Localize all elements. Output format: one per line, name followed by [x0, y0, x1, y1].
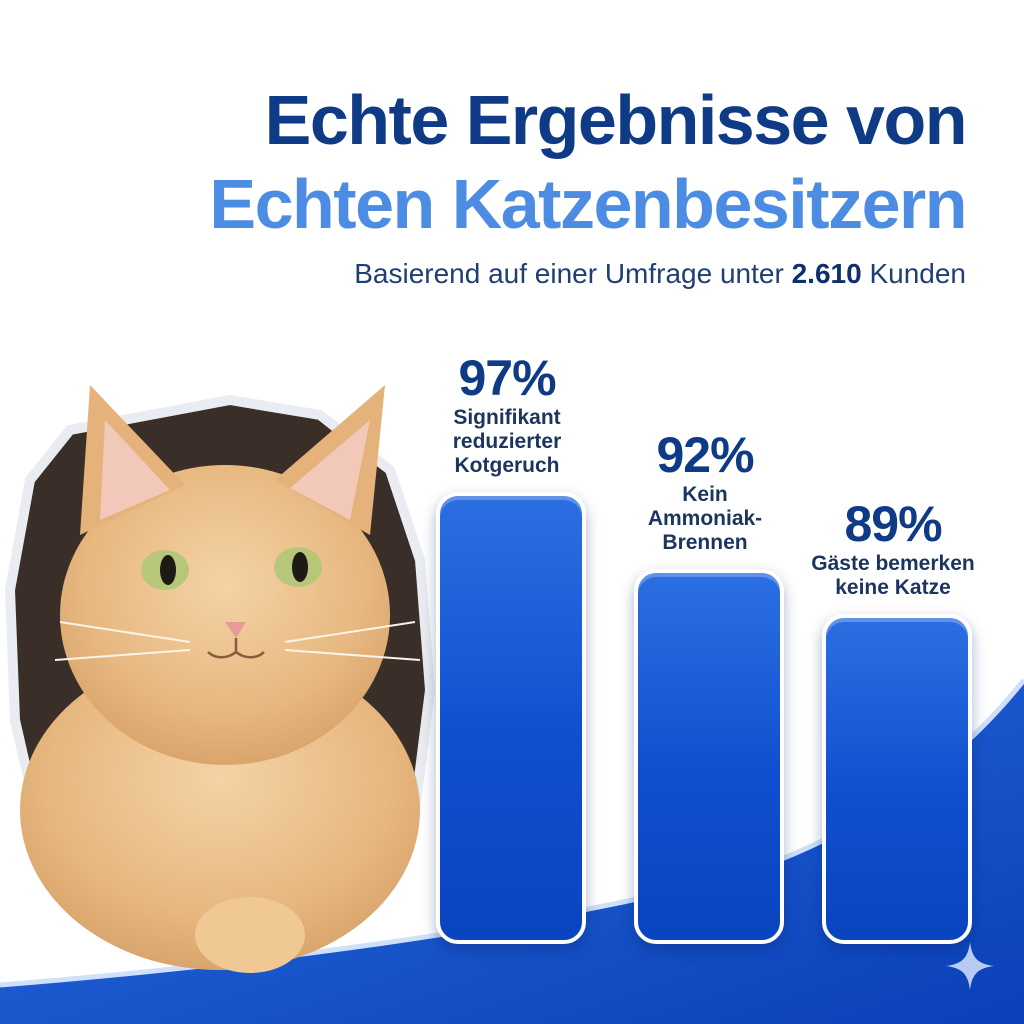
bar-category-label: Brennen — [662, 530, 748, 554]
bar-annotation-2: 92% Kein Ammoniak- Brennen — [604, 427, 806, 555]
subtitle: Basierend auf einer Umfrage unter 2.610 … — [354, 258, 966, 290]
bar-value-label: 97% — [458, 350, 556, 406]
title-line-1: Echte Ergebnisse von — [264, 81, 968, 159]
subtitle-suffix: Kunden — [869, 258, 966, 289]
sparkle-icon — [946, 942, 994, 990]
bar-category-label: Ammoniak- — [647, 506, 763, 530]
bar-annotation-3: 89% Gäste bemerken keine Katze — [792, 496, 994, 600]
bar-3 — [822, 614, 972, 944]
page-title: Echte Ergebnisse von Echten Katzenbesitz… — [209, 78, 968, 246]
subtitle-prefix: Basierend auf einer Umfrage unter — [354, 258, 784, 289]
bar-2 — [634, 568, 784, 944]
bar-value-label: 89% — [844, 496, 942, 553]
bar-annotation-1: 97% Signifikant reduzierter Kotgeruch — [406, 350, 608, 478]
bar-category-label: Kein — [682, 482, 728, 506]
bar-value-label: 92% — [656, 426, 754, 483]
subtitle-number: 2.610 — [791, 258, 862, 289]
bar-1 — [436, 492, 586, 944]
bar-category-label: Signifikant — [453, 406, 561, 429]
bar-category-label: Kotgeruch — [454, 454, 560, 477]
cat-photo — [4, 385, 436, 973]
bar-category-label: Gäste bemerken — [811, 552, 975, 576]
bar-category-label: keine Katze — [835, 576, 951, 600]
bar-category-label: reduzierter — [452, 430, 562, 453]
title-line-2: Echten Katzenbesitzern — [209, 165, 967, 243]
